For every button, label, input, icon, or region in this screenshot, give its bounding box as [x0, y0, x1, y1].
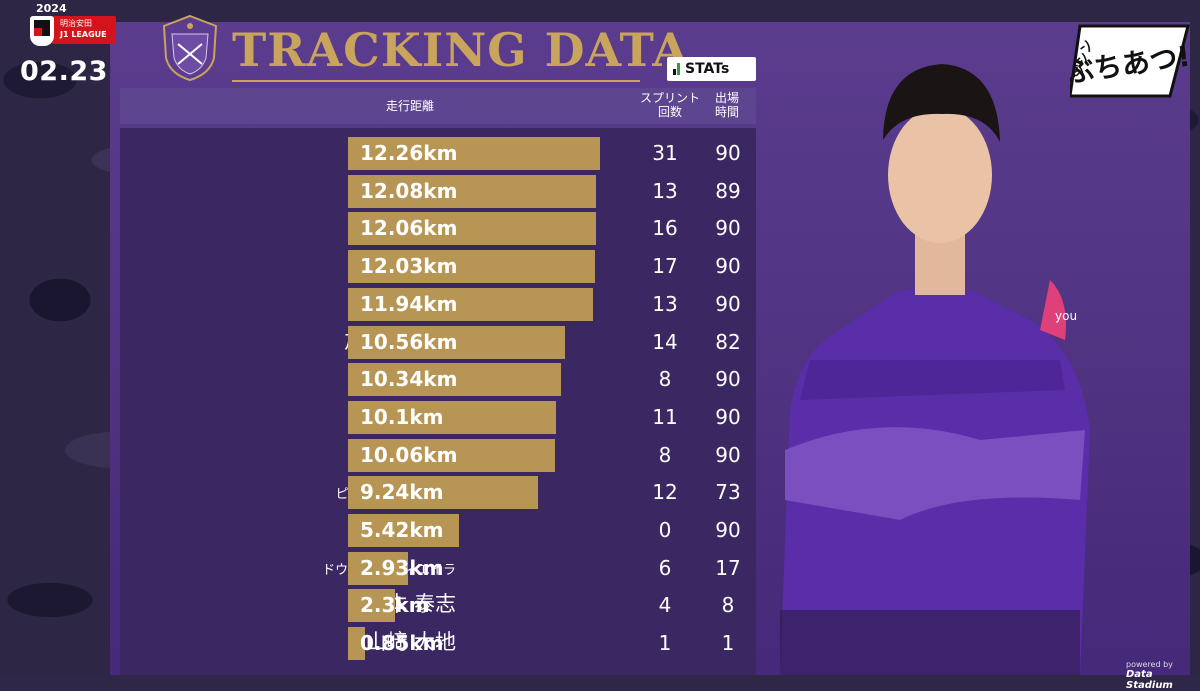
col-minutes-line2: 時間 [714, 105, 739, 119]
club-crest-icon [162, 14, 218, 82]
sprint-count: 8 [658, 442, 672, 467]
minutes-played: 90 [715, 442, 741, 467]
page-title: TRACKING DATA [232, 23, 690, 77]
distance-bar [348, 250, 596, 284]
distance-label: 10.56km [360, 329, 458, 354]
distance-bar [348, 174, 597, 208]
minutes-played: 90 [715, 291, 741, 316]
distance-bar [348, 438, 555, 472]
jleague-red-box [52, 16, 116, 44]
sprint-count: 8 [658, 367, 672, 392]
distance-bar [348, 514, 460, 547]
minutes-played: 8 [721, 593, 735, 618]
distance-label: 5.42km [360, 518, 444, 542]
distance-bar [348, 363, 561, 397]
table-row: 山﨑 大地 0.85km 1 1 [120, 622, 756, 661]
distance-label: 12.26km [360, 141, 458, 165]
minutes-played: 73 [715, 480, 741, 505]
jleague-badge: 明治安田 J1 LEAGUE [30, 16, 116, 48]
distance-bar [348, 551, 409, 585]
sprint-count: 31 [652, 141, 678, 165]
distance-label: 12.08km [360, 178, 458, 203]
distance-bar [348, 137, 600, 170]
distance-label: 11.94km [360, 291, 458, 316]
stats-brand: STATs [685, 61, 730, 77]
distance-label: 2.3km [360, 593, 430, 618]
sprint-count: 16 [652, 216, 678, 241]
distance-label: 10.1km [360, 404, 444, 429]
col-sprints: スプリント 回数 [628, 91, 712, 119]
brand-logo: ジシン ぶちあつ! [1070, 24, 1190, 98]
distance-label: 2.93km [360, 555, 444, 580]
stats-bars-icon [673, 63, 680, 75]
sprint-count: 12 [652, 480, 678, 505]
league-sponsor: 明治安田 [60, 19, 92, 28]
distance-label: 9.24km [360, 480, 444, 505]
distance-label: 10.34km [360, 367, 458, 392]
league-name: J1 LEAGUE [60, 30, 107, 39]
distance-label: 10.06km [360, 442, 458, 467]
minutes-played: 17 [715, 555, 741, 580]
jleague-emblem-icon [30, 16, 54, 46]
sprint-count: 6 [658, 555, 672, 580]
minutes-played: 90 [715, 367, 741, 392]
tracking-table: 中野 就斗12.26km3190川村 拓夢12.08km1389東 俊希12.0… [120, 128, 756, 675]
col-distance: 走行距離 [385, 99, 434, 113]
player-name: 山﨑 大地 [365, 630, 456, 655]
match-date: 02.23 [20, 56, 108, 87]
col-sprints-line2: 回数 [657, 105, 682, 119]
sprint-count: 13 [652, 291, 678, 316]
sprint-count: 14 [652, 329, 678, 354]
distance-bar [348, 212, 596, 246]
distance-label: 0.85km [360, 631, 444, 656]
table-header: 走行距離 スプリント 回数 出場 時間 [120, 88, 756, 124]
player-photo: you [780, 64, 1090, 675]
season-year: 2024 [36, 2, 67, 15]
minutes-played: 1 [721, 631, 735, 656]
col-minutes: 出場 時間 [702, 91, 752, 119]
distance-bar [348, 400, 556, 434]
powered-prefix: powered by [1126, 660, 1173, 669]
distance-label: 12.06km [360, 216, 458, 241]
minutes-played: 90 [715, 216, 741, 241]
distance-bar [348, 287, 594, 321]
powered-by: powered by Data Stadium [1126, 660, 1200, 691]
powered-brand: Data Stadium [1126, 669, 1173, 691]
sprint-count: 0 [658, 518, 672, 542]
distance-label: 12.03km [360, 254, 458, 279]
distance-bar [348, 627, 366, 661]
stats-logo: STATs [667, 57, 756, 81]
minutes-played: 82 [715, 329, 741, 354]
sprint-count: 11 [652, 404, 678, 429]
sprint-count: 13 [652, 178, 678, 203]
col-sprints-line1: スプリント [639, 91, 700, 105]
distance-bar [348, 325, 566, 359]
distance-bar [348, 476, 538, 510]
svg-text:you: you [1055, 309, 1077, 323]
title-underline [232, 80, 640, 82]
minutes-played: 90 [715, 141, 741, 165]
sprint-count: 17 [652, 254, 678, 279]
minutes-played: 89 [715, 178, 741, 203]
table-row: 松本 泰志 2.3km 4 8 [120, 584, 756, 623]
minutes-played: 90 [715, 518, 741, 542]
sprint-count: 1 [658, 631, 672, 656]
col-minutes-line1: 出場 [714, 91, 739, 105]
sprint-count: 4 [658, 593, 672, 618]
distance-bar [348, 589, 396, 623]
minutes-played: 90 [715, 254, 741, 279]
minutes-played: 90 [715, 404, 741, 429]
